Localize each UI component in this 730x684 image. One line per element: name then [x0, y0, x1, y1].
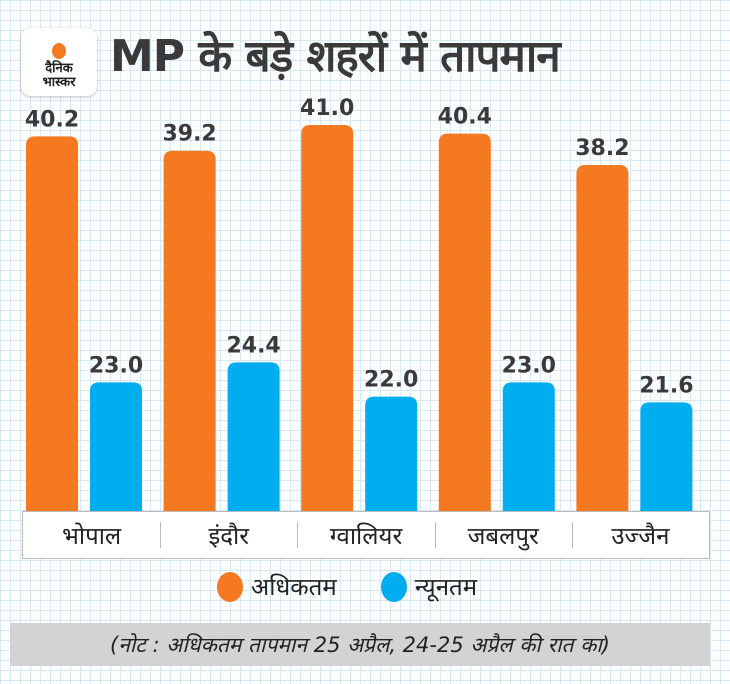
data-label: 40.2 [25, 107, 79, 132]
data-label: 21.6 [639, 373, 693, 398]
x-tick-label: इंदौर [160, 512, 297, 558]
data-label: 40.4 [438, 105, 492, 130]
bar-max [301, 125, 354, 511]
logo-line1: दैनिक [45, 61, 73, 76]
bar-min [227, 362, 280, 511]
legend-label: अधिकतम [250, 573, 337, 601]
x-tick-label: ग्वालियर [297, 512, 434, 558]
bar-min [365, 396, 418, 511]
bar-max [576, 165, 629, 511]
data-label: 22.0 [364, 368, 418, 393]
chart-title: MP के बड़े शहरों में तापमान [110, 31, 561, 82]
data-label: 23.0 [89, 353, 143, 378]
legend-swatch [216, 571, 243, 602]
legend: अधिकतम न्यूनतम [0, 570, 730, 603]
x-tick-label: भोपाल [61, 521, 122, 550]
data-label: 39.2 [162, 122, 216, 147]
x-tick-label: जबलपुर [434, 512, 572, 558]
legend-label: न्यूनतम [414, 573, 478, 601]
footnote: (नोट : अधिकतम तापमान 25 अप्रैल, 24-25 अप… [10, 623, 710, 666]
legend-swatch [380, 571, 407, 602]
x-tick-label: उज्जैन [571, 512, 709, 558]
bar-chart: 40.2 23.0 39.2 24.4 41.0 22.0 40.4 23.0 38.2 21.6 [25, 96, 694, 512]
dainik-bhaskar-logo: दैनिक भास्कर [21, 28, 97, 96]
data-label: 41.0 [300, 96, 354, 121]
bar-max [26, 136, 78, 511]
sun-icon [52, 43, 66, 59]
bar-min [640, 402, 693, 511]
data-label: 23.0 [502, 353, 556, 378]
data-label: 38.2 [575, 136, 629, 161]
bar-max [163, 150, 216, 511]
bar-min [90, 382, 142, 511]
data-label: 24.4 [226, 333, 280, 358]
bar-min [502, 382, 555, 511]
logo-line2: भास्कर [42, 75, 76, 90]
bar-max [438, 133, 491, 512]
x-axis: भोपाल इंदौर ग्वालियर जबलपुर उज्जैन [22, 511, 710, 559]
